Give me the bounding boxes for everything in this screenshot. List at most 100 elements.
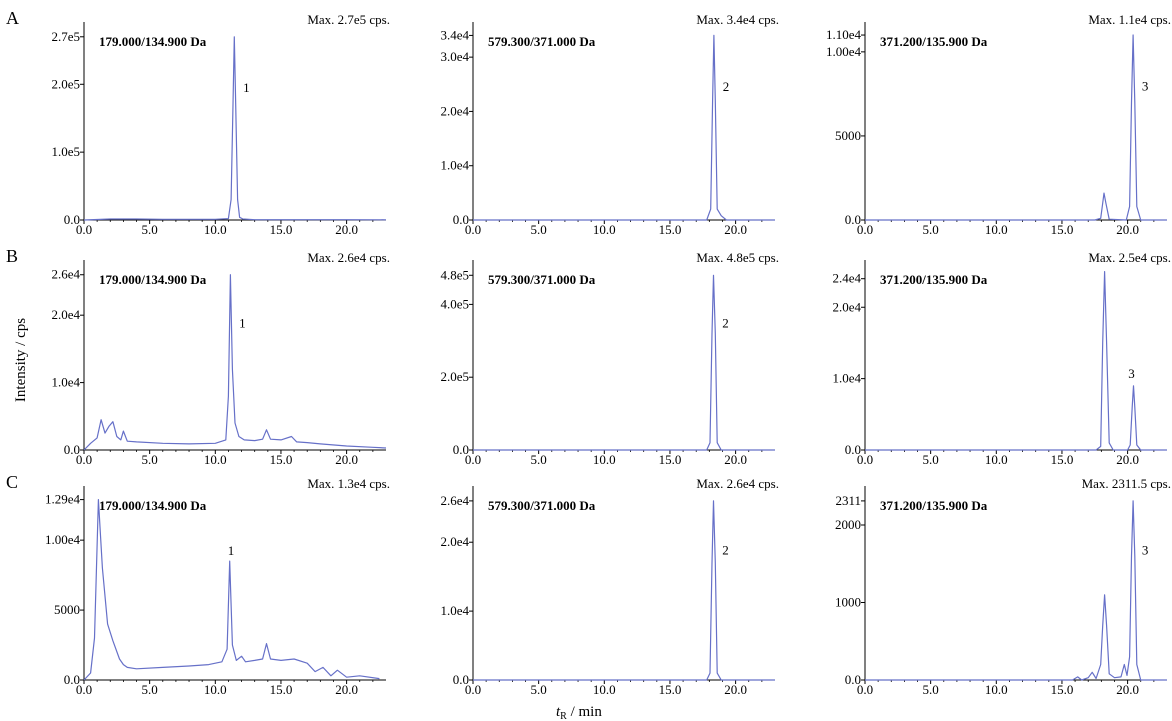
y-tick-label: 2.0e4: [440, 534, 469, 549]
y-tick-label: 2.4e4: [832, 271, 861, 286]
transition-label: 371.200/135.900 Da: [880, 498, 988, 513]
x-tick-label: 0.0: [857, 222, 873, 237]
y-tick-label: 2311: [835, 493, 861, 508]
y-tick-label: 0.0: [845, 672, 861, 687]
y-tick-label: 1.00e4: [45, 532, 81, 547]
x-tick-label: 10.0: [593, 452, 616, 467]
x-tick-label: 15.0: [1051, 682, 1074, 697]
x-tick-label: 15.0: [659, 682, 682, 697]
peak-number-label: 3: [1142, 79, 1149, 94]
x-tick-label: 20.0: [724, 682, 747, 697]
x-axis-title-symbol: t: [556, 704, 561, 720]
x-tick-label: 0.0: [465, 222, 481, 237]
peak-number-label: 1: [239, 315, 246, 330]
peak-number-label: 2: [723, 79, 730, 94]
y-tick-label: 0.0: [64, 212, 80, 227]
transition-label: 579.300/371.000 Da: [488, 34, 596, 49]
y-tick-label: 4.0e5: [440, 296, 469, 311]
y-tick-label: 0.0: [453, 672, 469, 687]
x-tick-label: 15.0: [270, 682, 293, 697]
max-intensity-label: Max. 3.4e4 cps.: [696, 12, 779, 27]
y-tick-label: 1.0e5: [51, 144, 80, 159]
x-axis-title: tR / min: [556, 704, 602, 721]
chromatogram-panel-c2: 0.0 5.0 10.0 15.0 20.0 0.0 1.0e4 2.0e4 2.6e4 2 579…: [440, 476, 779, 697]
y-tick-label: 3.0e4: [440, 49, 469, 64]
max-intensity-label: Max. 4.8e5 cps.: [696, 250, 779, 265]
chromatogram-trace: [473, 500, 775, 681]
x-tick-label: 10.0: [204, 452, 227, 467]
transition-label: 579.300/371.000 Da: [488, 272, 596, 287]
transition-label: 179.000/134.900 Da: [99, 34, 207, 49]
x-tick-label: 0.0: [857, 682, 873, 697]
peak-number-label: 3: [1128, 366, 1135, 381]
x-tick-label: 10.0: [593, 682, 616, 697]
x-tick-label: 15.0: [270, 222, 293, 237]
peak-number-label: 1: [243, 80, 250, 95]
y-axis-title: Intensity / cps: [13, 318, 29, 402]
panels-group: 0.0 5.0 10.0 15.0 20.00.01.0e52.0e52.7e51179…: [6, 8, 1171, 697]
x-tick-label: 10.0: [204, 682, 227, 697]
x-tick-label: 20.0: [724, 452, 747, 467]
y-tick-label: 1.00e4: [826, 44, 862, 59]
chromatogram-trace: [865, 34, 1167, 221]
y-tick-label: 1000: [835, 595, 861, 610]
chromatogram-panel-a1: 0.0 5.0 10.0 15.0 20.0 0.0 1.0e5 2.0e5 2.7e5 1 179…: [6, 8, 390, 237]
x-tick-label: 20.0: [335, 452, 358, 467]
x-tick-label: 5.0: [923, 682, 939, 697]
y-tick-label: 0.0: [64, 672, 80, 687]
max-intensity-label: Max. 2.7e5 cps.: [307, 12, 390, 27]
y-tick-label: 2.0e4: [832, 299, 861, 314]
y-tick-label: 1.0e4: [440, 158, 469, 173]
peak-number-label: 2: [722, 543, 729, 558]
y-tick-label: 2.0e4: [440, 103, 469, 118]
y-tick-label: 0.0: [845, 442, 861, 457]
y-tick-label: 2.7e5: [51, 29, 80, 44]
row-label-c: C: [6, 472, 18, 492]
transition-label: 579.300/371.000 Da: [488, 498, 596, 513]
max-intensity-label: Max. 1.1e4 cps.: [1088, 12, 1171, 27]
chromatogram-panel-a3: 0.0 5.0 10.0 15.0 20.0 0.0 5000 1.00e4 1.10e4 3 37…: [826, 12, 1171, 237]
y-tick-label: 5000: [835, 128, 861, 143]
chromatogram-trace: [473, 34, 775, 221]
x-tick-label: 15.0: [1051, 222, 1074, 237]
x-tick-label: 15.0: [1051, 452, 1074, 467]
chromatogram-panel-b3: 0.0 5.0 10.0 15.0 20.0 0.0 1.0e4 2.0e4 2.4e4 3 371…: [832, 250, 1171, 467]
chromatogram-panel-c1: 0.0 5.0 10.0 15.0 20.0 0.0 5000 1.00e4 1.29e4 1 17…: [6, 472, 390, 697]
peak-number-label: 1: [228, 543, 235, 558]
y-tick-label: 1.0e4: [51, 375, 80, 390]
x-tick-label: 20.0: [1116, 452, 1139, 467]
x-tick-label: 15.0: [659, 452, 682, 467]
y-tick-label: 1.10e4: [826, 27, 862, 42]
y-tick-label: 5000: [54, 602, 80, 617]
y-tick-label: 1.0e4: [440, 603, 469, 618]
max-intensity-label: Max. 2.6e4 cps.: [307, 250, 390, 265]
x-tick-label: 10.0: [593, 222, 616, 237]
chromatogram-trace: [865, 500, 1167, 681]
x-axis-title-unit: / min: [567, 704, 603, 720]
row-label-b: B: [6, 246, 18, 266]
y-tick-label: 2.0e4: [51, 307, 80, 322]
chromatogram-panel-b2: 0.0 5.0 10.0 15.0 20.0 0.0 2.0e5 4.0e5 4.8e5 2 579…: [440, 250, 779, 467]
x-tick-label: 5.0: [531, 452, 547, 467]
chromatogram-trace: [83, 499, 380, 681]
x-tick-label: 5.0: [923, 222, 939, 237]
x-tick-label: 10.0: [204, 222, 227, 237]
y-tick-label: 2000: [835, 517, 861, 532]
y-tick-label: 2.0e5: [440, 369, 469, 384]
y-tick-label: 2.6e4: [51, 267, 80, 282]
x-tick-label: 0.0: [76, 682, 92, 697]
x-tick-label: 0.0: [465, 452, 481, 467]
max-intensity-label: Max. 1.3e4 cps.: [307, 476, 390, 491]
chromatogram-panel-b1: 0.0 5.0 10.0 15.0 20.0 0.0 1.0e4 2.0e4 2.6e4 1 179…: [6, 246, 390, 467]
chromatogram-panel-c3: 0.0 5.0 10.0 15.0 20.0 0.0 1000 2000 2311 3 371.20…: [835, 476, 1171, 697]
y-tick-label: 1.29e4: [45, 492, 81, 507]
max-intensity-label: Max. 2.5e4 cps.: [1088, 250, 1171, 265]
x-tick-label: 5.0: [531, 222, 547, 237]
y-tick-label: 0.0: [64, 442, 80, 457]
row-label-a: A: [6, 8, 19, 28]
x-tick-label: 5.0: [531, 682, 547, 697]
chromatogram-trace: [83, 36, 387, 221]
x-tick-label: 0.0: [465, 682, 481, 697]
y-tick-label: 0.0: [453, 212, 469, 227]
transition-label: 371.200/135.900 Da: [880, 34, 988, 49]
